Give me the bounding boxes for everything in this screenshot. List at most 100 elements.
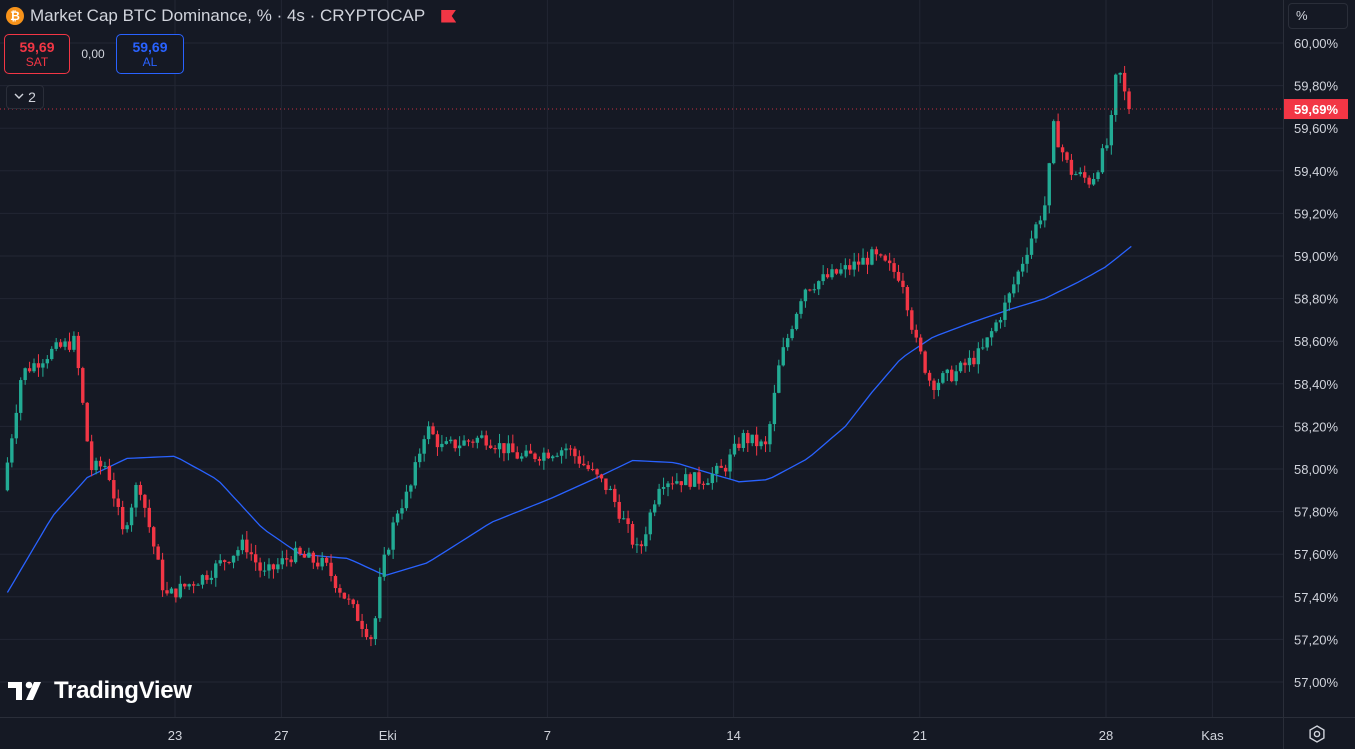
- candle-body: [519, 456, 524, 459]
- sell-price: 59,69: [19, 39, 55, 55]
- tradingview-logo[interactable]: TradingView: [8, 677, 192, 705]
- candle-body: [746, 433, 750, 444]
- candle-body: [635, 544, 639, 546]
- buy-button[interactable]: 59,69 AL: [116, 34, 184, 74]
- candle-body: [431, 426, 435, 435]
- candle-body: [400, 508, 404, 514]
- candle-body: [901, 280, 905, 288]
- candle-body: [741, 433, 746, 448]
- y-tick-label: 58,40%: [1294, 377, 1339, 392]
- candle-body: [196, 584, 200, 586]
- candle-body: [1038, 220, 1043, 225]
- candle-body: [178, 583, 183, 598]
- y-tick-label: 58,80%: [1294, 292, 1339, 307]
- candle-body: [50, 348, 54, 360]
- candle-body: [10, 438, 14, 463]
- candle-body: [825, 274, 830, 278]
- candle-body: [1078, 172, 1082, 175]
- candle-body: [240, 539, 245, 551]
- candle-body: [147, 507, 151, 528]
- trade-panel: 59,69 SAT 0,00 59,69 AL: [4, 34, 184, 74]
- candle-body: [918, 337, 923, 352]
- candle-body: [418, 453, 422, 463]
- candle-body: [648, 512, 652, 535]
- candle-body: [870, 249, 874, 265]
- candle-body: [351, 599, 355, 605]
- candle-body: [932, 380, 936, 391]
- candle-body: [568, 448, 573, 450]
- candle-body: [444, 441, 449, 444]
- candle-body: [355, 604, 360, 621]
- candle-body: [276, 564, 280, 570]
- chevron-down-icon: [14, 92, 24, 103]
- candle-body: [72, 335, 76, 350]
- candle-body: [785, 338, 790, 348]
- candle-body: [626, 518, 630, 525]
- candle-body: [670, 483, 675, 485]
- candles-layer: [5, 65, 1131, 647]
- candle-body: [382, 554, 386, 577]
- candle-body: [892, 263, 896, 272]
- y-tick-label: 57,60%: [1294, 547, 1339, 562]
- candle-body: [103, 465, 107, 467]
- x-tick-label: 23: [168, 728, 182, 743]
- candle-body: [1074, 174, 1078, 176]
- candle-body: [391, 522, 395, 550]
- candle-body: [471, 441, 475, 443]
- candle-body: [200, 575, 205, 585]
- sell-label: SAT: [25, 55, 49, 69]
- candle-body: [706, 483, 710, 485]
- settings-icon[interactable]: [1308, 725, 1326, 743]
- x-tick-label: 7: [544, 728, 551, 743]
- candle-body: [989, 331, 994, 338]
- candle-body: [316, 562, 320, 567]
- bitcoin-icon[interactable]: ₿: [6, 7, 24, 25]
- candle-body: [927, 372, 932, 381]
- candle-body: [285, 558, 289, 560]
- candle-body: [981, 347, 985, 349]
- candle-body: [138, 484, 143, 495]
- y-tick-label: 57,20%: [1294, 632, 1339, 647]
- candle-body: [954, 371, 958, 382]
- candle-body: [723, 467, 728, 472]
- candle-body: [675, 481, 679, 484]
- candle-body: [187, 584, 191, 587]
- candle-body: [280, 558, 284, 565]
- candle-body: [639, 544, 644, 547]
- candle-body: [537, 459, 542, 461]
- candle-body: [1105, 145, 1109, 149]
- candle-body: [1109, 114, 1114, 146]
- candle-body: [249, 552, 253, 555]
- candle-body: [613, 488, 617, 502]
- indicators-collapse-button[interactable]: 2: [6, 85, 44, 109]
- candle-body: [1069, 159, 1074, 175]
- candle-body: [972, 357, 976, 365]
- indicators-count: 2: [28, 89, 36, 105]
- candle-body: [23, 368, 27, 381]
- candle-body: [58, 342, 63, 347]
- candle-body: [41, 363, 45, 368]
- candle-body: [555, 455, 559, 457]
- sell-button[interactable]: 59,69 SAT: [4, 34, 70, 74]
- candle-body: [630, 524, 635, 545]
- candle-body: [657, 488, 661, 505]
- candle-body: [688, 474, 692, 487]
- candle-body: [546, 452, 550, 459]
- candle-body: [320, 557, 324, 567]
- candle-body: [719, 465, 723, 468]
- candle-body: [1091, 178, 1096, 185]
- candle-body: [311, 552, 316, 563]
- candle-body: [887, 260, 892, 264]
- candle-body: [839, 269, 843, 274]
- candle-body: [1025, 254, 1029, 264]
- flag-icon[interactable]: [441, 9, 457, 23]
- candle-body: [1100, 148, 1105, 173]
- moving-average-layer: [6, 245, 1132, 593]
- candle-body: [608, 488, 613, 490]
- candle-body: [865, 257, 870, 265]
- chart-title[interactable]: Market Cap BTC Dominance, % · 4s · CRYPT…: [30, 6, 426, 25]
- candle-body: [347, 598, 351, 600]
- candle-body: [462, 440, 466, 446]
- unit-selector[interactable]: %: [1288, 3, 1348, 29]
